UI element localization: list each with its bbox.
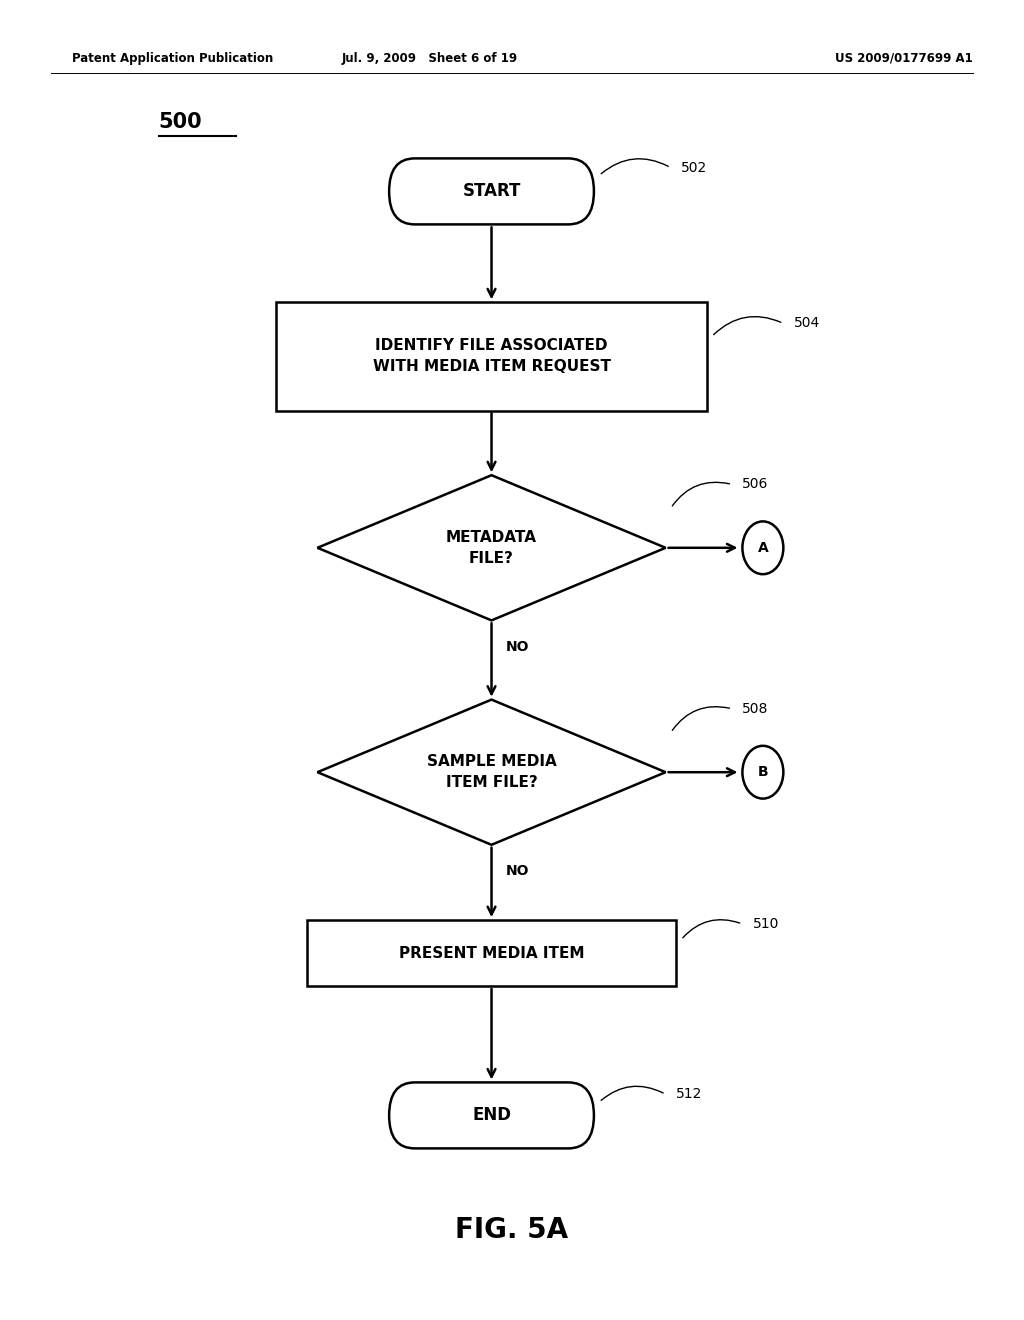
FancyBboxPatch shape — [389, 158, 594, 224]
Text: NO: NO — [506, 640, 528, 653]
Text: US 2009/0177699 A1: US 2009/0177699 A1 — [835, 51, 973, 65]
Text: 508: 508 — [742, 702, 769, 715]
Text: 512: 512 — [676, 1088, 702, 1101]
Text: 504: 504 — [794, 317, 820, 330]
Text: END: END — [472, 1106, 511, 1125]
Text: Jul. 9, 2009   Sheet 6 of 19: Jul. 9, 2009 Sheet 6 of 19 — [342, 51, 518, 65]
Text: B: B — [758, 766, 768, 779]
Text: START: START — [462, 182, 521, 201]
Text: IDENTIFY FILE ASSOCIATED
WITH MEDIA ITEM REQUEST: IDENTIFY FILE ASSOCIATED WITH MEDIA ITEM… — [373, 338, 610, 375]
Text: PRESENT MEDIA ITEM: PRESENT MEDIA ITEM — [398, 945, 585, 961]
Text: 506: 506 — [742, 478, 769, 491]
Polygon shape — [317, 700, 666, 845]
Text: 502: 502 — [681, 161, 708, 174]
Bar — [307, 920, 676, 986]
Text: FIG. 5A: FIG. 5A — [456, 1216, 568, 1245]
Polygon shape — [317, 475, 666, 620]
Text: 510: 510 — [753, 917, 779, 931]
Text: A: A — [758, 541, 768, 554]
FancyBboxPatch shape — [389, 1082, 594, 1148]
Text: Patent Application Publication: Patent Application Publication — [72, 51, 273, 65]
Bar — [276, 302, 707, 411]
Text: NO: NO — [506, 865, 528, 878]
Text: METADATA
FILE?: METADATA FILE? — [446, 529, 537, 566]
Text: SAMPLE MEDIA
ITEM FILE?: SAMPLE MEDIA ITEM FILE? — [427, 754, 556, 791]
Text: 500: 500 — [159, 112, 203, 132]
